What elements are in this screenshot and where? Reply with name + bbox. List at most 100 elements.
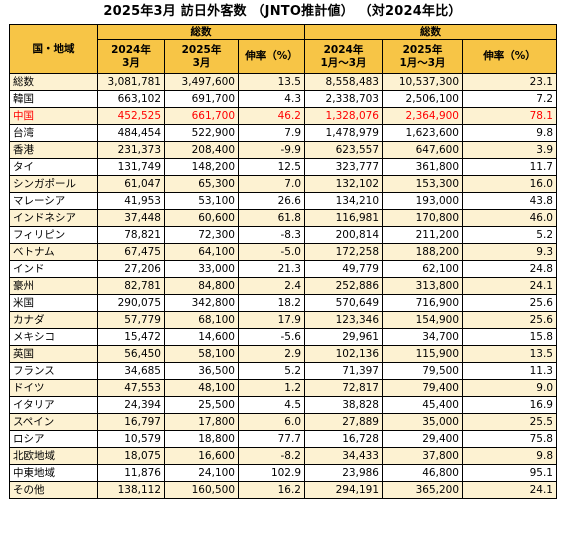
region-cell: ベトナム xyxy=(9,243,98,261)
table-row: 豪州 82,781 84,800 2.4 252,886 313,800 24.1 xyxy=(9,277,557,295)
visitor-stats-table: 国・地域 総数 総数 2024年 3月 2025年 3月 伸率（%） 2024年 1月… xyxy=(9,24,557,499)
ytd-2024-cell: 71,397 xyxy=(304,362,383,380)
mar-2024-cell: 10,579 xyxy=(97,430,165,448)
mar-2025-cell: 522,900 xyxy=(164,124,239,142)
mar-2025-cell: 160,500 xyxy=(164,481,239,499)
ytd-2025-cell: 716,900 xyxy=(382,294,463,312)
ytd-2025-cell: 2,506,100 xyxy=(382,90,463,108)
ytd-2024-cell: 27,889 xyxy=(304,413,383,431)
ytd-2025-cell: 365,200 xyxy=(382,481,463,499)
mar-2024-cell: 78,821 xyxy=(97,226,165,244)
mar-2025-cell: 72,300 xyxy=(164,226,239,244)
region-cell: ドイツ xyxy=(9,379,98,397)
ytd-2025-cell: 361,800 xyxy=(382,158,463,176)
mar-growth-cell: 21.3 xyxy=(238,260,305,278)
mar-2025-cell: 25,500 xyxy=(164,396,239,414)
mar-2024-cell: 138,112 xyxy=(97,481,165,499)
ytd-2025-cell: 29,400 xyxy=(382,430,463,448)
ytd-2025-cell: 35,000 xyxy=(382,413,463,431)
col-2024-ytd-header: 2024年 1月～3月 xyxy=(304,39,383,74)
table-row: ベトナム 67,475 64,100 -5.0 172,258 188,200 9.3 xyxy=(9,243,557,261)
col-2024-mar-line1: 2024年 xyxy=(111,43,151,56)
page-title: 2025年3月 訪日外客数 （JNTO推計値） （対2024年比） xyxy=(103,4,462,19)
ytd-growth-cell: 9.8 xyxy=(462,447,557,465)
ytd-2024-cell: 1,478,979 xyxy=(304,124,383,142)
mar-2025-cell: 16,600 xyxy=(164,447,239,465)
mar-2024-cell: 452,525 xyxy=(97,107,165,125)
mar-growth-cell: 2.9 xyxy=(238,345,305,363)
ytd-growth-cell: 9.8 xyxy=(462,124,557,142)
region-cell: フィリピン xyxy=(9,226,98,244)
region-cell: インドネシア xyxy=(9,209,98,227)
ytd-2025-cell: 2,364,900 xyxy=(382,107,463,125)
ytd-2024-cell: 16,728 xyxy=(304,430,383,448)
mar-2024-cell: 663,102 xyxy=(97,90,165,108)
ytd-2025-cell: 79,400 xyxy=(382,379,463,397)
ytd-growth-cell: 16.9 xyxy=(462,396,557,414)
ytd-growth-cell: 9.0 xyxy=(462,379,557,397)
mar-2024-cell: 131,749 xyxy=(97,158,165,176)
ytd-2025-cell: 46,800 xyxy=(382,464,463,482)
col-2025-ytd-line2: 1月～3月 xyxy=(399,56,446,69)
mar-growth-cell: 17.9 xyxy=(238,311,305,329)
ytd-2025-cell: 154,900 xyxy=(382,311,463,329)
ytd-growth-cell: 25.5 xyxy=(462,413,557,431)
mar-2025-cell: 691,700 xyxy=(164,90,239,108)
mar-2024-cell: 18,075 xyxy=(97,447,165,465)
ytd-2025-cell: 45,400 xyxy=(382,396,463,414)
ytd-growth-cell: 46.0 xyxy=(462,209,557,227)
mar-2025-cell: 33,000 xyxy=(164,260,239,278)
ytd-2024-cell: 23,986 xyxy=(304,464,383,482)
mar-growth-cell: 77.7 xyxy=(238,430,305,448)
region-cell: 北欧地域 xyxy=(9,447,98,465)
mar-2025-cell: 18,800 xyxy=(164,430,239,448)
table-row: インドネシア 37,448 60,600 61.8 116,981 170,800 46.0 xyxy=(9,209,557,227)
ytd-2025-cell: 313,800 xyxy=(382,277,463,295)
ytd-growth-cell: 24.1 xyxy=(462,481,557,499)
ytd-2024-cell: 623,557 xyxy=(304,141,383,159)
ytd-growth-cell: 25.6 xyxy=(462,311,557,329)
region-cell: イタリア xyxy=(9,396,98,414)
ytd-growth-cell: 11.3 xyxy=(462,362,557,380)
region-cell: 中東地域 xyxy=(9,464,98,482)
mar-2025-cell: 36,500 xyxy=(164,362,239,380)
region-cell: インド xyxy=(9,260,98,278)
ytd-2024-cell: 294,191 xyxy=(304,481,383,499)
mar-growth-cell: -5.0 xyxy=(238,243,305,261)
table-header: 国・地域 総数 総数 2024年 3月 2025年 3月 伸率（%） 2024年 1月… xyxy=(9,24,557,74)
mar-2024-cell: 61,047 xyxy=(97,175,165,193)
mar-2025-cell: 148,200 xyxy=(164,158,239,176)
table-row: 中東地域 11,876 24,100 102.9 23,986 46,800 95.1 xyxy=(9,464,557,482)
mar-growth-cell: -8.3 xyxy=(238,226,305,244)
ytd-2025-cell: 188,200 xyxy=(382,243,463,261)
ytd-growth-cell: 3.9 xyxy=(462,141,557,159)
mar-2025-cell: 84,800 xyxy=(164,277,239,295)
mar-2025-cell: 53,100 xyxy=(164,192,239,210)
mar-growth-cell: 18.2 xyxy=(238,294,305,312)
table-row: インド 27,206 33,000 21.3 49,779 62,100 24.8 xyxy=(9,260,557,278)
col-2025-mar-line1: 2025年 xyxy=(181,43,222,56)
mar-growth-cell: 1.2 xyxy=(238,379,305,397)
table-row: その他 138,112 160,500 16.2 294,191 365,200 24.1 xyxy=(9,481,557,499)
ytd-growth-cell: 23.1 xyxy=(462,73,557,91)
monthly-growth-header: 伸率（%） xyxy=(238,39,305,74)
mar-growth-cell: 4.5 xyxy=(238,396,305,414)
ytd-2024-cell: 132,102 xyxy=(304,175,383,193)
mar-2025-cell: 64,100 xyxy=(164,243,239,261)
ytd-growth-cell: 43.8 xyxy=(462,192,557,210)
table-row: フランス 34,685 36,500 5.2 71,397 79,500 11.3 xyxy=(9,362,557,380)
ytd-2024-cell: 2,338,703 xyxy=(304,90,383,108)
ytd-growth-cell: 78.1 xyxy=(462,107,557,125)
mar-2025-cell: 68,100 xyxy=(164,311,239,329)
mar-growth-cell: 13.5 xyxy=(238,73,305,91)
mar-2024-cell: 231,373 xyxy=(97,141,165,159)
ytd-2025-cell: 34,700 xyxy=(382,328,463,346)
table-row: タイ 131,749 148,200 12.5 323,777 361,800 11.7 xyxy=(9,158,557,176)
col-2024-ytd-line1: 2024年 xyxy=(323,43,364,56)
mar-growth-cell: -8.2 xyxy=(238,447,305,465)
mar-growth-cell: -9.9 xyxy=(238,141,305,159)
mar-growth-cell: 46.2 xyxy=(238,107,305,125)
ytd-2025-cell: 153,300 xyxy=(382,175,463,193)
mar-2025-cell: 342,800 xyxy=(164,294,239,312)
col-2024-mar-line2: 3月 xyxy=(122,56,140,69)
